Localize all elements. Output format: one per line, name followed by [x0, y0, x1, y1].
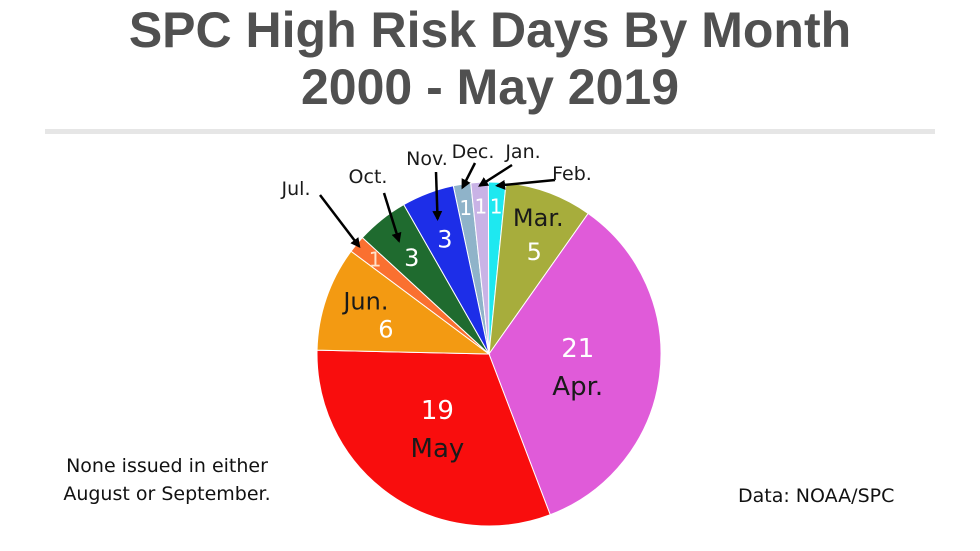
callout-arrow-dec	[461, 162, 477, 190]
pie-value-may: 19	[421, 396, 454, 426]
callout-arrow-oct	[382, 192, 402, 243]
pie-value-jul: 1	[369, 248, 382, 272]
pie-label-may: May	[411, 434, 465, 464]
pie-slice-apr	[488, 212, 662, 516]
pie-value-mar: 5	[527, 238, 542, 266]
pie-label-mar: Mar.	[513, 204, 564, 232]
note-line-1: None issued in either	[66, 455, 268, 477]
title-divider	[45, 129, 935, 134]
pie-value-apr: 21	[561, 334, 594, 364]
callout-arrow-jul	[319, 194, 361, 249]
pie-value-feb: 1	[490, 194, 503, 218]
pie-callouts: Dec. Jan. Feb. Jul. Oct. Nov.	[281, 141, 592, 249]
callout-label-dec: Dec.	[452, 141, 495, 163]
pie-value-jun: 6	[378, 316, 393, 344]
pie-slice-nov	[403, 185, 490, 355]
pie-slice-may	[316, 349, 551, 527]
pie-value-jan: 1	[475, 194, 488, 218]
chart-title-line1: SPC High Risk Days By Month	[128, 2, 852, 58]
callout-label-feb: Feb.	[552, 163, 592, 185]
data-source-note: Data: NOAA/SPC	[738, 485, 895, 507]
callout-arrow-feb	[495, 178, 556, 190]
callout-label-jul: Jul.	[281, 178, 311, 200]
pie-label-jun: Jun.	[341, 288, 388, 316]
pie-slice-jun	[316, 250, 491, 355]
callout-label-jan: Jan.	[504, 141, 540, 163]
callout-label-nov: Nov.	[406, 148, 448, 170]
pie-slice-mar	[488, 182, 589, 356]
callout-arrow-jan	[478, 163, 513, 187]
callout-arrow-nov	[432, 171, 443, 221]
note-line-2: August or September.	[63, 483, 271, 505]
pie-label-apr: Apr.	[552, 372, 603, 402]
callout-label-oct: Oct.	[349, 166, 388, 188]
chart-title-line2: 2000 - May 2019	[300, 59, 680, 115]
pie-value-nov: 3	[437, 225, 452, 253]
note-none-issued: None issued in either August or Septembe…	[52, 452, 282, 508]
pie-value-oct: 3	[404, 244, 419, 272]
pie-slices	[316, 181, 662, 527]
pie-value-dec: 1	[459, 196, 472, 220]
